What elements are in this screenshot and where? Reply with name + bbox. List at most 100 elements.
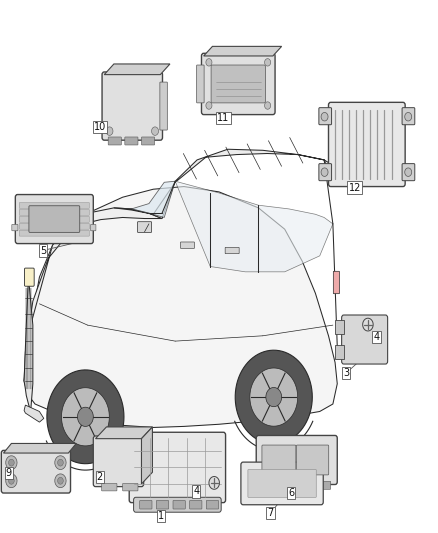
Polygon shape (152, 127, 159, 135)
Polygon shape (405, 168, 412, 176)
Text: 7: 7 (268, 508, 274, 518)
FancyBboxPatch shape (1, 450, 71, 493)
FancyBboxPatch shape (402, 108, 415, 125)
Polygon shape (235, 350, 312, 444)
FancyBboxPatch shape (125, 137, 138, 145)
FancyBboxPatch shape (180, 242, 194, 248)
Polygon shape (24, 405, 44, 422)
FancyBboxPatch shape (19, 216, 89, 222)
Polygon shape (24, 277, 33, 411)
Polygon shape (9, 478, 14, 484)
Polygon shape (204, 46, 282, 56)
Text: 6: 6 (288, 488, 294, 498)
FancyBboxPatch shape (19, 203, 89, 208)
Text: 4: 4 (374, 332, 380, 342)
Polygon shape (206, 102, 212, 109)
FancyBboxPatch shape (206, 500, 219, 509)
Polygon shape (250, 368, 298, 426)
Polygon shape (114, 149, 335, 219)
Polygon shape (78, 407, 93, 426)
Polygon shape (335, 320, 344, 334)
Text: 12: 12 (349, 183, 361, 192)
FancyBboxPatch shape (160, 82, 167, 130)
FancyBboxPatch shape (190, 500, 202, 509)
Polygon shape (175, 181, 333, 272)
Text: 10: 10 (94, 122, 106, 132)
Text: 2: 2 (97, 472, 103, 482)
FancyBboxPatch shape (123, 483, 138, 491)
Polygon shape (9, 459, 14, 466)
Polygon shape (95, 427, 152, 439)
FancyBboxPatch shape (19, 209, 89, 215)
FancyBboxPatch shape (173, 500, 185, 509)
Polygon shape (4, 443, 76, 453)
FancyBboxPatch shape (19, 230, 89, 236)
FancyBboxPatch shape (333, 271, 339, 294)
FancyBboxPatch shape (211, 65, 265, 103)
Polygon shape (58, 478, 64, 484)
FancyBboxPatch shape (319, 164, 332, 181)
Polygon shape (265, 102, 271, 109)
FancyBboxPatch shape (141, 137, 155, 145)
FancyBboxPatch shape (102, 72, 162, 140)
Polygon shape (265, 59, 271, 66)
Text: 4: 4 (193, 487, 199, 496)
Text: 11: 11 (217, 114, 230, 123)
Polygon shape (47, 370, 124, 464)
FancyBboxPatch shape (296, 445, 328, 475)
Polygon shape (206, 59, 212, 66)
Polygon shape (6, 474, 17, 488)
FancyBboxPatch shape (319, 108, 332, 125)
FancyBboxPatch shape (328, 102, 405, 187)
FancyBboxPatch shape (15, 195, 93, 244)
FancyBboxPatch shape (102, 483, 117, 491)
Polygon shape (55, 456, 66, 470)
Polygon shape (58, 459, 64, 466)
FancyBboxPatch shape (298, 481, 312, 489)
Text: 5: 5 (40, 246, 46, 255)
FancyBboxPatch shape (129, 432, 226, 503)
Polygon shape (141, 427, 152, 484)
FancyBboxPatch shape (402, 164, 415, 181)
Polygon shape (104, 64, 170, 75)
FancyBboxPatch shape (29, 206, 80, 232)
FancyBboxPatch shape (108, 137, 121, 145)
FancyBboxPatch shape (342, 315, 388, 364)
FancyBboxPatch shape (241, 462, 323, 505)
Polygon shape (131, 181, 175, 217)
Polygon shape (24, 187, 337, 427)
Polygon shape (266, 387, 282, 407)
FancyBboxPatch shape (91, 224, 96, 231)
Polygon shape (106, 127, 113, 135)
FancyBboxPatch shape (19, 223, 89, 229)
FancyBboxPatch shape (262, 445, 296, 475)
Polygon shape (363, 318, 373, 331)
FancyBboxPatch shape (138, 222, 152, 232)
FancyBboxPatch shape (12, 224, 18, 231)
FancyBboxPatch shape (317, 481, 331, 489)
Polygon shape (24, 208, 162, 381)
Polygon shape (55, 474, 66, 488)
FancyBboxPatch shape (156, 500, 169, 509)
Polygon shape (209, 477, 219, 489)
FancyBboxPatch shape (225, 247, 239, 254)
FancyBboxPatch shape (140, 500, 152, 509)
Polygon shape (335, 345, 344, 359)
FancyBboxPatch shape (256, 435, 337, 484)
Polygon shape (61, 387, 110, 446)
FancyBboxPatch shape (280, 481, 294, 489)
Polygon shape (405, 112, 412, 121)
FancyBboxPatch shape (248, 470, 316, 497)
Polygon shape (321, 112, 328, 121)
Polygon shape (321, 168, 328, 176)
FancyBboxPatch shape (134, 497, 221, 512)
FancyBboxPatch shape (25, 268, 34, 286)
Text: 9: 9 (6, 469, 12, 478)
FancyBboxPatch shape (201, 53, 275, 115)
FancyBboxPatch shape (197, 65, 204, 103)
FancyBboxPatch shape (93, 436, 144, 487)
Polygon shape (6, 456, 17, 470)
Text: 3: 3 (343, 368, 349, 378)
Text: 1: 1 (158, 511, 164, 521)
FancyBboxPatch shape (261, 481, 276, 489)
